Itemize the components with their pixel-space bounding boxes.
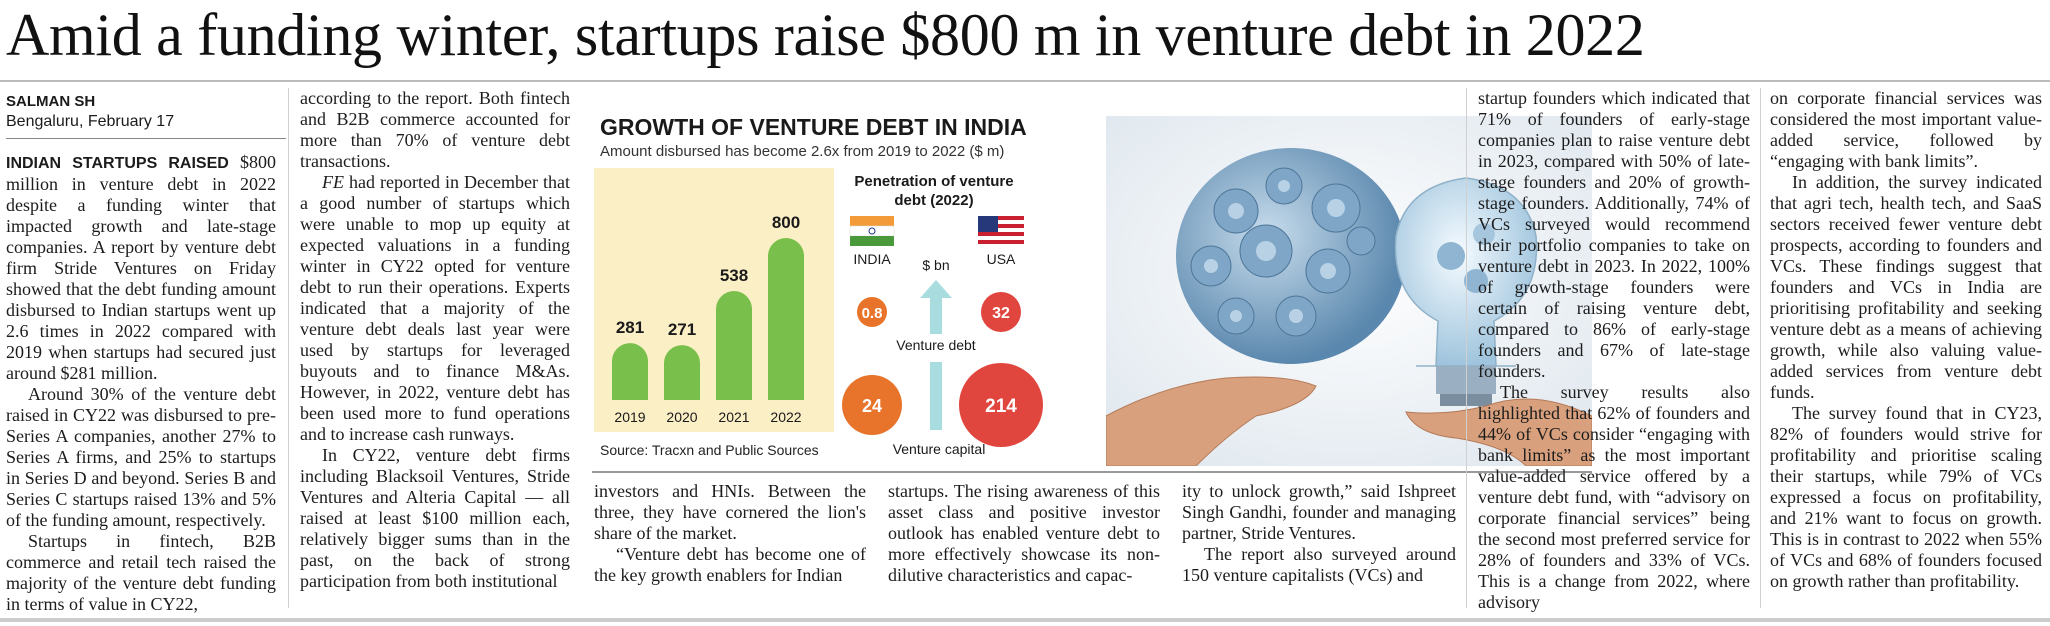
infographic-rule: [592, 471, 1592, 473]
headline: Amid a funding winter, startups raise $8…: [6, 2, 1645, 68]
article-paragraph: Around 30% of the venture debt raised in…: [6, 384, 276, 530]
arrow-up-icon: [920, 280, 952, 334]
infographic-source: Source: Tracxn and Public Sources: [600, 442, 819, 458]
bar-chart: 281 2019 271 2020 538 2021 800 2022: [612, 213, 804, 425]
column-divider: [1760, 88, 1761, 608]
article-column-2: according to the report. Both fintech an…: [300, 88, 570, 592]
article-column-5: ity to unlock growth,” said Ishpreet Sin…: [1182, 481, 1456, 586]
article-paragraph: “Venture debt has become one of the key …: [594, 544, 866, 585]
article-column-6: startup founders which indicated that 71…: [1478, 88, 1750, 613]
category-label-2021: 2021: [718, 409, 749, 425]
article-paragraph: The report also surveyed around 150 vent…: [1182, 544, 1456, 585]
article-column-1: INDIAN STARTUPS RAISED $800 million in v…: [6, 152, 276, 615]
article-paragraph: INDIAN STARTUPS RAISED $800 million in v…: [6, 152, 276, 384]
penetration-title-line-1: Penetration of venture: [854, 173, 1013, 190]
usa-venture-debt-bubble: [981, 292, 1021, 332]
penetration-title-line-2: debt (2022): [894, 192, 973, 209]
bar-2022: [768, 238, 804, 400]
india-venture-capital-bubble: [842, 375, 902, 435]
article-lead-in: INDIAN STARTUPS RAISED: [6, 155, 229, 172]
byline-place-date: Bengaluru, February 17: [6, 113, 175, 130]
byline-author: SALMAN SH: [6, 93, 96, 110]
article-paragraph: Startups in fintech, B2B commerce and re…: [6, 531, 276, 614]
article-paragraph: startup founders which indicated that 71…: [1478, 88, 1750, 381]
article-paragraph: investors and HNIs. Between the three, t…: [594, 481, 866, 543]
article-column-3: investors and HNIs. Between the three, t…: [594, 481, 866, 586]
unit-label: $ bn: [922, 257, 949, 273]
bar-value-label-2019: 281: [616, 318, 644, 337]
article-paragraph: In addition, the survey indicated that a…: [1770, 172, 2042, 402]
article-paragraph: FE had reported in December that a good …: [300, 172, 570, 445]
column-divider: [288, 88, 289, 608]
article-paragraph: according to the report. Both fintech an…: [300, 88, 570, 171]
byline: SALMAN SH Bengaluru, February 17: [6, 92, 286, 139]
article-paragraph: startups. The rising awareness of this a…: [888, 481, 1160, 585]
bar-2019: [612, 343, 648, 400]
hands-icon: [1106, 376, 1592, 466]
category-label-2019: 2019: [614, 409, 645, 425]
bar-value-label-2020: 271: [668, 320, 696, 339]
infographic-subtitle: Amount disbursed has become 2.6x from 20…: [600, 143, 1005, 160]
bar-2020: [664, 345, 700, 400]
usa-flag-icon: [978, 216, 1024, 246]
bar-value-label-2022: 800: [772, 213, 800, 232]
india-venture-debt-value: 0.8: [862, 305, 883, 322]
usa-venture-capital-bubble: [959, 363, 1043, 447]
india-venture-debt-bubble: [857, 297, 887, 327]
article-paragraph: In CY22, venture debt firms including Bl…: [300, 445, 570, 591]
infographic: GROWTH OF VENTURE DEBT IN INDIA Amount d…: [592, 96, 1592, 469]
usa-label: USA: [987, 251, 1016, 267]
article-column-4: startups. The rising awareness of this a…: [888, 481, 1160, 586]
headline-rule: [0, 80, 2050, 82]
penetration-chart: Penetration of venture debt (2022) INDIA…: [842, 173, 1043, 457]
usa-venture-debt-value: 32: [992, 305, 1010, 322]
column-divider: [1466, 88, 1467, 608]
article-text: had reported in December that a good num…: [300, 172, 570, 444]
page-bottom-rule: [0, 618, 2050, 622]
byline-rule: [6, 138, 286, 139]
bar-value-label-2021: 538: [720, 266, 748, 285]
article-paragraph: The survey found that in CY23, 82% of fo…: [1770, 403, 2042, 591]
arrow-shaft: [930, 362, 942, 430]
article-column-7: on corporate financial services was cons…: [1770, 88, 2042, 592]
venture-capital-label: Venture capital: [893, 441, 986, 457]
article-text: $800 million in venture debt in 2022 des…: [6, 152, 276, 383]
india-flag-icon: [849, 216, 895, 246]
article-paragraph: on corporate financial services was cons…: [1770, 88, 2042, 171]
category-label-2022: 2022: [770, 409, 801, 425]
article-paragraph: The survey results also highlighted that…: [1478, 382, 1750, 612]
infographic-title: GROWTH OF VENTURE DEBT IN INDIA: [600, 114, 1027, 140]
category-label-2020: 2020: [666, 409, 697, 425]
article-paragraph: ity to unlock growth,” said Ishpreet Sin…: [1182, 481, 1456, 543]
venture-debt-label: Venture debt: [896, 337, 976, 353]
india-label: INDIA: [853, 251, 891, 267]
usa-venture-capital-value: 214: [985, 396, 1017, 417]
illustration-image: [1106, 116, 1592, 466]
bar-2021: [716, 291, 752, 400]
gear-brain-icon: [1176, 148, 1406, 364]
india-venture-capital-value: 24: [862, 396, 882, 416]
publication-name: FE: [322, 172, 344, 192]
